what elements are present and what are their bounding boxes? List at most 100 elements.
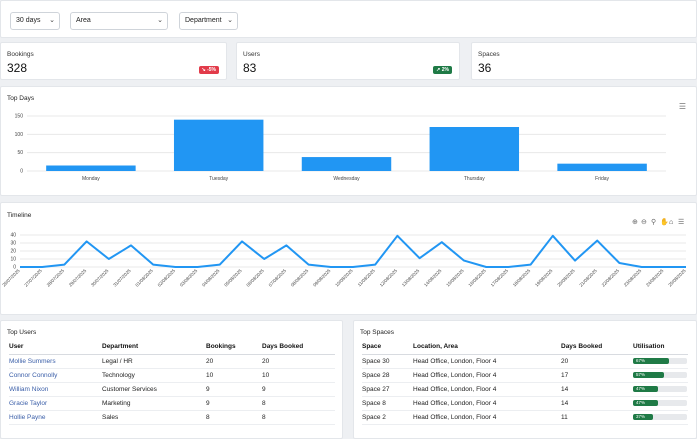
trend-up-icon: ↗ [436,67,441,73]
chart-menu-icon[interactable]: ☰ [678,219,685,226]
table-row: Mollie Summers Legal / HR 20 20 [9,354,335,369]
x-tick-label: 11/08/2025 [357,268,377,288]
x-tick-label: Thursday [464,176,485,182]
table-row: Space 30 Head Office, London, Floor 4 20 67… [362,354,688,369]
utilisation-fill: 47% [633,400,659,406]
bar [173,119,264,171]
x-tick-label: 28/07/2025 [46,268,66,288]
period-select[interactable]: 30 days ⌄ [10,12,60,30]
stat-label: Bookings [7,51,34,58]
x-tick-label: 06/08/2025 [245,268,265,288]
x-tick-label: 29/07/2025 [68,268,88,288]
utilisation-fill: 37% [633,414,653,420]
table-row: Space 2 Head Office, London, Floor 4 11 37% [362,410,688,425]
x-tick-label: Friday [595,176,609,182]
stat-value: 83 [243,61,257,75]
table-row: Space 8 Head Office, London, Floor 4 14 47% [362,396,688,411]
stat-label: Users [243,51,260,58]
utilisation-bar: 47% [633,400,687,406]
x-tick-label: 31/07/2025 [112,268,132,288]
stat-value: 328 [7,61,28,75]
days-booked-cell: 17 [561,368,633,383]
trend-badge: ↘ -5% [198,66,219,74]
user-link[interactable]: William Nixon [9,382,102,397]
utilisation-bar: 67% [633,358,687,364]
utilisation-bar: 37% [633,414,687,420]
x-tick-label: 20/08/2025 [556,268,576,288]
y-tick-label: 10 [10,257,16,263]
x-tick-label: 16/08/2025 [467,268,487,288]
days-booked-cell: 9 [262,382,335,397]
y-tick-label: 0 [20,169,23,175]
magnify-icon[interactable]: ⚲ [651,219,657,226]
utilisation-bar: 57% [633,372,687,378]
location-cell: Head Office, London, Floor 4 [413,410,561,425]
bar [557,163,647,171]
column-header: Space [362,340,413,355]
x-tick-label: 19/08/2025 [534,268,554,288]
x-tick-label: 05/08/2025 [223,268,243,288]
y-tick-label: 0 [13,265,16,271]
table-row: Hollie Payne Sales 8 8 [9,410,335,425]
column-header: Utilisation [633,340,688,355]
table-row: Gracie Taylor Marketing 9 8 [9,396,335,411]
top-users-title: Top Users [7,329,37,336]
user-link[interactable]: Mollie Summers [9,354,102,369]
user-link[interactable]: Connor Connolly [9,368,102,383]
department-cell: Technology [102,368,206,383]
bookings-cell: 20 [206,354,262,369]
column-header: Location, Area [413,340,561,355]
zoom-in-icon[interactable]: ⊕ [632,219,638,226]
x-tick-label: 30/07/2025 [90,268,110,288]
x-tick-label: 18/08/2025 [512,268,532,288]
zoom-out-icon[interactable]: ⊖ [641,219,647,226]
chart-menu-icon[interactable]: ☰ [678,102,686,111]
user-link[interactable]: Hollie Payne [9,410,102,425]
top-days-title: Top Days [7,95,35,102]
bar [429,127,520,171]
x-tick-label: 21/08/2025 [578,268,598,288]
trend-badge: ↗ 2% [433,66,452,74]
area-select[interactable]: Area ⌄ [70,12,168,30]
days-booked-cell: 14 [561,382,633,397]
table-header-row: Space Location, Area Days Booked Utilisa… [362,340,688,355]
department-cell: Marketing [102,396,206,411]
y-tick-label: 150 [15,114,24,120]
x-tick-label: Monday [82,176,100,182]
location-cell: Head Office, London, Floor 4 [413,368,561,383]
series-line [20,234,686,268]
bookings-cell: 9 [206,382,262,397]
location-cell: Head Office, London, Floor 4 [413,354,561,369]
y-tick-label: 100 [15,132,24,138]
users-stat-card: Users 83 ↗ 2% [236,42,460,80]
x-tick-label: 09/08/2025 [312,268,332,288]
department-cell: Customer Services [102,382,206,397]
x-tick-label: 15/08/2025 [445,268,465,288]
spaces-stat-card: Spaces 36 [471,42,697,80]
space-cell: Space 30 [362,354,413,369]
utilisation-fill: 47% [633,386,659,392]
home-icon[interactable]: ⌂ [669,219,674,226]
chevron-down-icon: ⌄ [227,17,233,24]
column-header: User [9,340,102,355]
days-booked-cell: 20 [561,354,633,369]
y-tick-label: 40 [10,233,16,239]
utilisation-cell: 47% [633,396,688,411]
department-select-value: Department [185,17,222,24]
space-cell: Space 28 [362,368,413,383]
days-booked-cell: 10 [262,368,335,383]
space-cell: Space 2 [362,410,413,425]
stat-label: Spaces [478,51,500,58]
days-booked-cell: 8 [262,410,335,425]
utilisation-cell: 47% [633,382,688,397]
department-select[interactable]: Department ⌄ [179,12,238,30]
x-tick-label: 23/08/2025 [623,268,643,288]
days-booked-cell: 14 [561,396,633,411]
utilisation-fill: 57% [633,372,664,378]
chevron-down-icon: ⌄ [157,17,163,24]
pan-hand-icon[interactable]: ✋ [660,219,669,226]
user-link[interactable]: Gracie Taylor [9,396,102,411]
column-header: Days Booked [262,340,335,355]
utilisation-fill: 67% [633,358,670,364]
x-tick-label: 22/08/2025 [601,268,621,288]
